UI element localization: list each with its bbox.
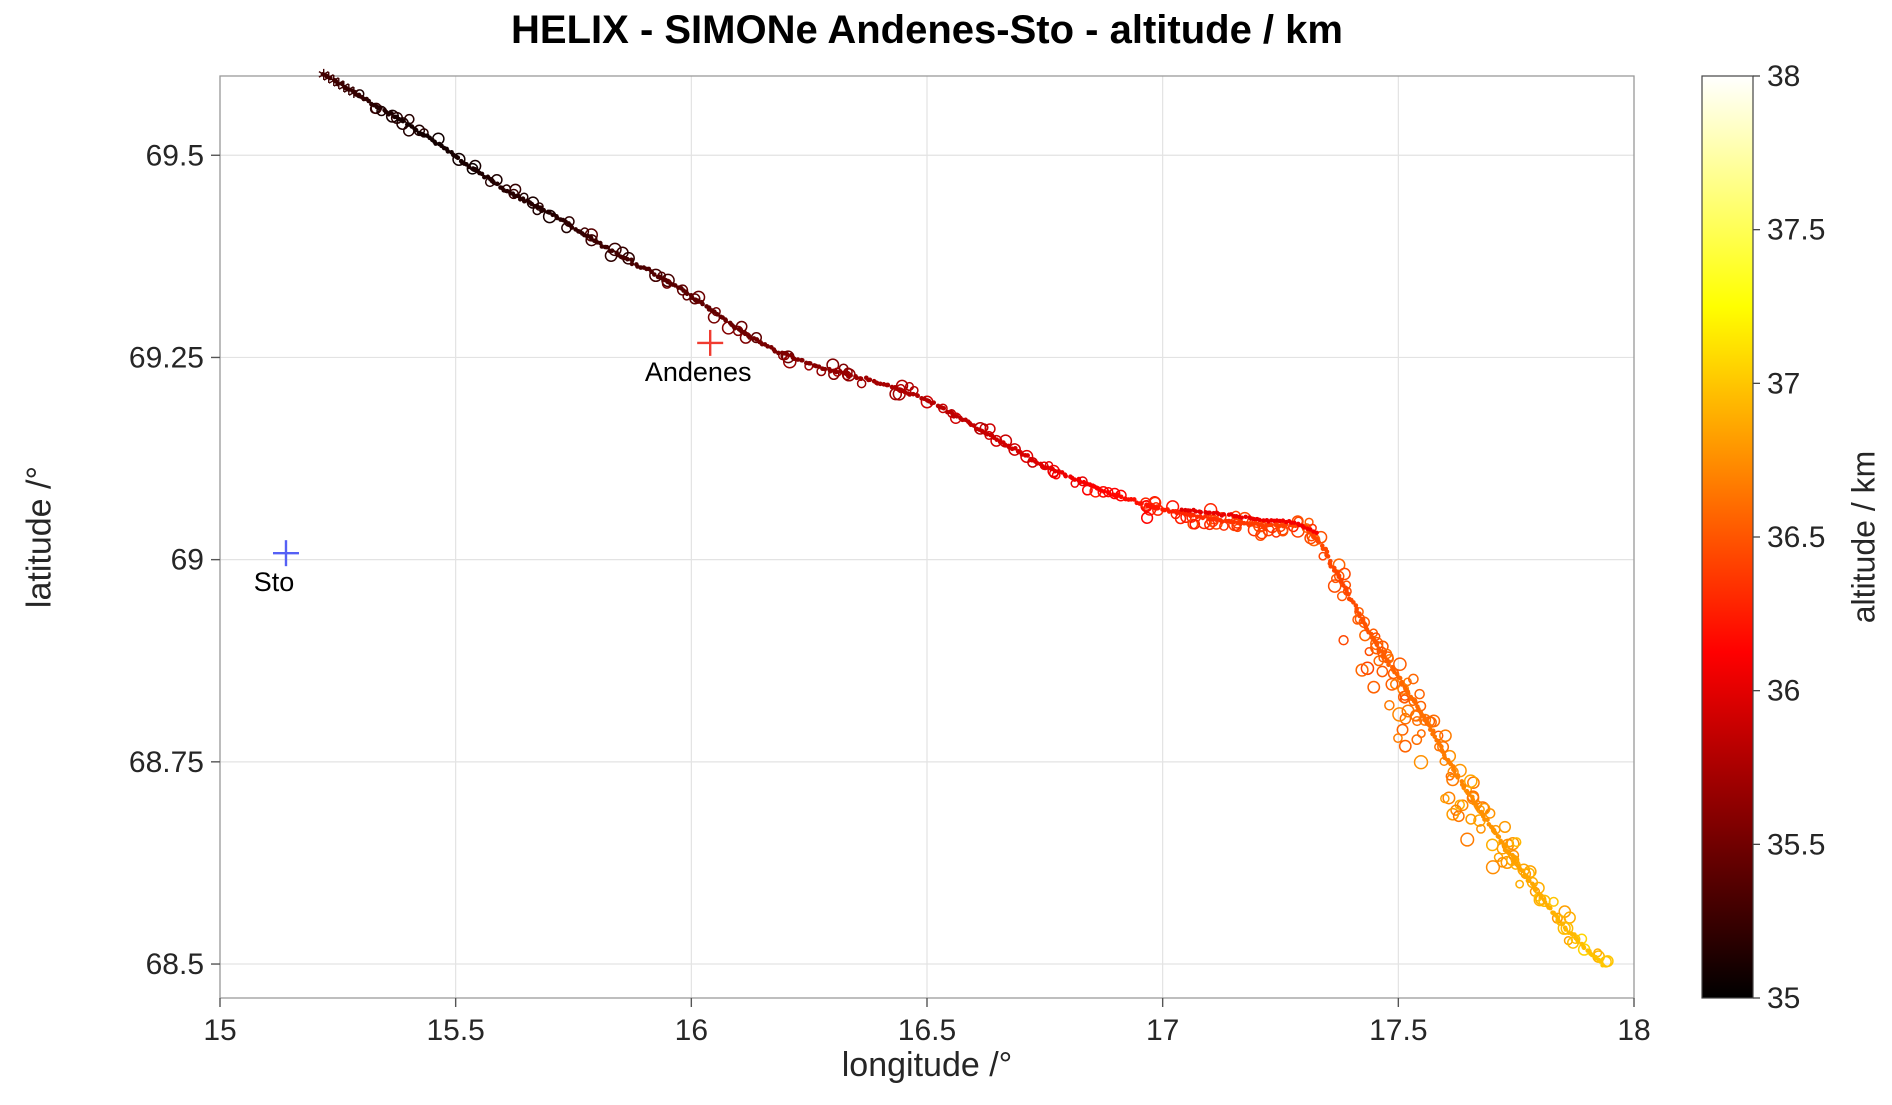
colorbar: 35 35.5 36 36.5 37 37.5 38 bbox=[1701, 60, 1825, 1015]
x-axis-label: longitude /° bbox=[841, 1046, 1013, 1084]
svg-text:37.5: 37.5 bbox=[1767, 214, 1825, 247]
svg-text:16.5: 16.5 bbox=[898, 1014, 956, 1047]
svg-text:69: 69 bbox=[171, 544, 204, 577]
svg-text:Sto: Sto bbox=[254, 567, 295, 597]
svg-text:68.5: 68.5 bbox=[146, 948, 204, 981]
track-start-stars bbox=[318, 68, 359, 98]
station-marker-andenes: Andenes bbox=[645, 329, 752, 387]
svg-text:36.5: 36.5 bbox=[1767, 521, 1825, 554]
svg-text:17.5: 17.5 bbox=[1369, 1014, 1427, 1047]
svg-text:15.5: 15.5 bbox=[426, 1014, 484, 1047]
station-marker-sto: Sto bbox=[254, 540, 299, 597]
svg-text:35: 35 bbox=[1767, 982, 1800, 1015]
svg-text:Andenes: Andenes bbox=[645, 357, 752, 387]
svg-text:16: 16 bbox=[675, 1014, 708, 1047]
axis-ticks-and-labels: 15 15.5 16 16.5 17 17.5 18 68.5 68.75 69 69.25 69.5 bbox=[129, 139, 1651, 1047]
svg-text:36: 36 bbox=[1767, 675, 1800, 708]
svg-text:17: 17 bbox=[1146, 1014, 1179, 1047]
svg-text:38: 38 bbox=[1767, 60, 1800, 93]
svg-text:69.5: 69.5 bbox=[146, 139, 204, 172]
track-points bbox=[320, 72, 1605, 968]
y-axis-label: latitude /° bbox=[20, 465, 59, 609]
colorbar-label: altitude / km bbox=[1845, 450, 1882, 624]
svg-text:69.25: 69.25 bbox=[129, 341, 204, 374]
scatter-circles bbox=[355, 89, 1614, 968]
station-markers: Andenes Sto bbox=[254, 329, 752, 597]
track-overlap-points bbox=[1179, 507, 1319, 535]
svg-text:37: 37 bbox=[1767, 367, 1800, 400]
svg-text:15: 15 bbox=[203, 1014, 236, 1047]
svg-text:35.5: 35.5 bbox=[1767, 828, 1825, 861]
chart-title: HELIX - SIMONe Andenes-Sto - altitude / … bbox=[511, 8, 1343, 52]
svg-text:68.75: 68.75 bbox=[129, 746, 204, 779]
svg-text:18: 18 bbox=[1617, 1014, 1650, 1047]
grid-lines bbox=[219, 76, 1635, 998]
